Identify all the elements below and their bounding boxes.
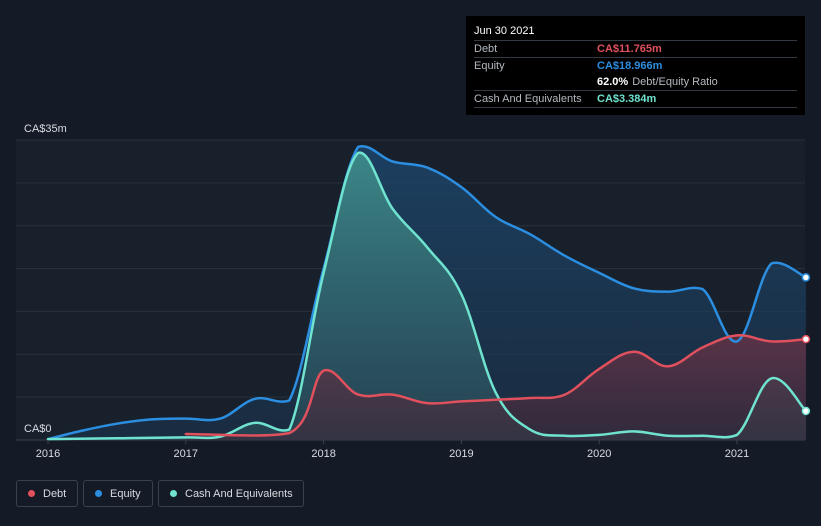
tooltip-date: Jun 30 2021 — [474, 22, 797, 41]
series-areas — [48, 146, 806, 441]
tooltip-debt-label: Debt — [474, 43, 498, 55]
cash-end-marker[interactable] — [801, 406, 811, 416]
equity-end-marker[interactable] — [801, 273, 811, 282]
cash-swatch-icon — [170, 490, 177, 497]
tooltip-equity-value: CA$18.966m — [597, 60, 663, 72]
x-tick-label: 2017 — [174, 448, 198, 460]
cash-area — [48, 152, 806, 441]
tooltip-ratio-label: Debt/Equity Ratio — [632, 76, 718, 88]
tooltip-cash-row: Cash And Equivalents CA$3.384m — [474, 91, 797, 108]
y-tick-label: CA$0 — [24, 423, 52, 435]
debt-end-marker[interactable] — [801, 334, 811, 344]
tooltip-ratio-row: 62.0% Debt/Equity Ratio — [474, 74, 797, 91]
series-end-markers — [801, 273, 811, 416]
legend-item-cash[interactable]: Cash And Equivalents — [158, 480, 304, 507]
tooltip-equity-row: Equity CA$18.966m — [474, 58, 797, 74]
y-tick-label: CA$35m — [24, 123, 67, 135]
tooltip-cash-label: Cash And Equivalents — [474, 93, 582, 105]
tooltip-equity-label: Equity — [474, 60, 505, 72]
axis-ticks: 2016 2017 2018 2019 2020 2021 CA$35m CA$0 — [24, 123, 749, 460]
legend-debt-label: Debt — [43, 487, 67, 500]
x-tick-label: 2016 — [36, 448, 60, 460]
x-tick-label: 2019 — [449, 448, 473, 460]
legend-equity-label: Equity — [110, 487, 141, 500]
debt-swatch-icon — [28, 490, 35, 497]
debt-area — [185, 335, 806, 440]
tooltip-cash-value: CA$3.384m — [597, 93, 657, 105]
tooltip-debt-row: Debt CA$11.765m — [474, 41, 797, 58]
equity-line — [46, 144, 808, 441]
x-tick-label: 2020 — [587, 448, 611, 460]
legend-item-equity[interactable]: Equity — [83, 480, 153, 507]
series-lines — [46, 144, 808, 441]
tooltip-ratio-value: 62.0% — [597, 76, 629, 88]
legend-item-debt[interactable]: Debt — [16, 480, 78, 507]
tooltip-panel: Jun 30 2021 Debt CA$11.765m Equity CA$18… — [466, 16, 805, 115]
cash-line — [46, 151, 808, 441]
legend-cash-label: Cash And Equivalents — [185, 487, 293, 500]
debt-line — [184, 334, 808, 437]
x-tick-label: 2018 — [311, 448, 335, 460]
tooltip-debt-value: CA$11.765m — [597, 43, 662, 55]
equity-swatch-icon — [95, 490, 102, 497]
x-tick-label: 2021 — [725, 448, 749, 460]
